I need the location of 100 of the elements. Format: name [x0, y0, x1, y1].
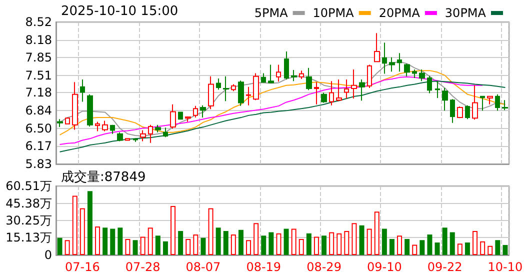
bar	[95, 226, 100, 255]
bar	[329, 232, 334, 255]
bar	[359, 225, 364, 255]
candlestick	[155, 124, 161, 133]
chart-title: 2025-10-10 15:00	[61, 4, 178, 19]
candlestick	[102, 120, 108, 132]
bar	[230, 234, 236, 255]
y-tick-label: 45.38万	[6, 196, 52, 210]
candlestick	[314, 82, 319, 105]
bar	[336, 233, 342, 255]
candlestick	[170, 104, 176, 130]
legend-label: 20PMA	[378, 6, 421, 20]
bar	[434, 242, 440, 255]
bar	[450, 232, 455, 255]
candlestick	[185, 116, 191, 122]
x-tick-label: 08-19	[246, 260, 282, 274]
bar	[344, 231, 350, 255]
candlestick	[427, 75, 432, 94]
candlestick	[412, 69, 417, 78]
bar	[472, 231, 478, 255]
candlestick	[321, 92, 327, 104]
candlestick	[367, 64, 372, 88]
bar	[352, 223, 357, 255]
line-series	[59, 80, 506, 152]
bar	[216, 228, 221, 255]
candlestick	[329, 80, 334, 106]
candlestick	[465, 104, 470, 120]
bar	[389, 239, 394, 255]
bar	[306, 233, 312, 255]
legend-label: 30PMA	[444, 6, 487, 20]
bar	[488, 246, 493, 255]
candlestick	[95, 121, 100, 132]
y-tick-label: 6.17	[25, 139, 52, 154]
candlestick	[246, 86, 251, 106]
bar	[125, 239, 130, 255]
candlestick	[502, 100, 508, 111]
bar	[291, 228, 296, 255]
bar	[57, 238, 62, 255]
bar	[178, 231, 184, 255]
line-series	[59, 76, 484, 145]
candlestick	[389, 56, 395, 72]
bar	[298, 239, 304, 255]
bar	[132, 240, 138, 255]
bar	[148, 228, 153, 255]
y-tick-label: 15.13万	[6, 230, 52, 245]
bar	[102, 228, 108, 255]
bar	[374, 212, 380, 255]
bar	[404, 239, 410, 255]
candlestick	[148, 124, 153, 144]
candlestick	[442, 87, 448, 112]
bar	[495, 240, 500, 255]
bar	[442, 228, 448, 255]
bar	[502, 244, 508, 255]
bar	[87, 191, 92, 255]
candlestick	[238, 80, 244, 106]
bar	[238, 230, 244, 255]
bar	[314, 236, 319, 255]
y-tick-label: 7.18	[25, 86, 52, 100]
x-tick-label: 07-16	[64, 260, 100, 274]
candlestick	[435, 80, 440, 99]
bar	[110, 228, 116, 255]
bar	[162, 241, 168, 255]
candlestick	[404, 63, 410, 77]
bar	[155, 236, 160, 255]
bar	[397, 236, 402, 255]
candlestick	[344, 79, 349, 100]
y-tick-label: 0	[44, 248, 52, 262]
x-tick-label: 09-10	[366, 260, 402, 274]
bar	[457, 244, 462, 255]
candlestick	[223, 76, 229, 102]
bar	[186, 239, 191, 255]
x-tick-label: 09-22	[427, 260, 462, 274]
candlestick	[299, 70, 304, 80]
y-tick-label: 6.50	[25, 122, 52, 136]
candlestick	[351, 69, 357, 100]
chart-title: 成交量:87849	[61, 169, 146, 185]
candlestick	[110, 124, 115, 134]
candlestick	[87, 94, 93, 128]
candlestick	[495, 94, 500, 112]
bar	[254, 223, 259, 255]
candlestick	[382, 42, 387, 74]
bar	[118, 228, 123, 255]
legend-label: 10PMA	[312, 6, 355, 20]
bar	[464, 242, 470, 255]
candlestick	[336, 79, 342, 102]
candlestick	[253, 72, 259, 101]
candlestick	[57, 118, 63, 128]
bar	[200, 238, 206, 255]
bar	[480, 241, 486, 255]
y-tick-label: 6.84	[25, 104, 52, 118]
bar	[193, 234, 198, 255]
candlestick	[261, 72, 266, 84]
bar	[284, 228, 289, 255]
candlestick	[72, 82, 78, 130]
x-tick-label: 07-28	[125, 260, 160, 274]
x-tick-label: 08-07	[186, 260, 221, 274]
bar	[412, 244, 418, 255]
candlestick	[193, 105, 198, 118]
candlestick	[216, 78, 221, 90]
candlestick	[140, 130, 146, 142]
